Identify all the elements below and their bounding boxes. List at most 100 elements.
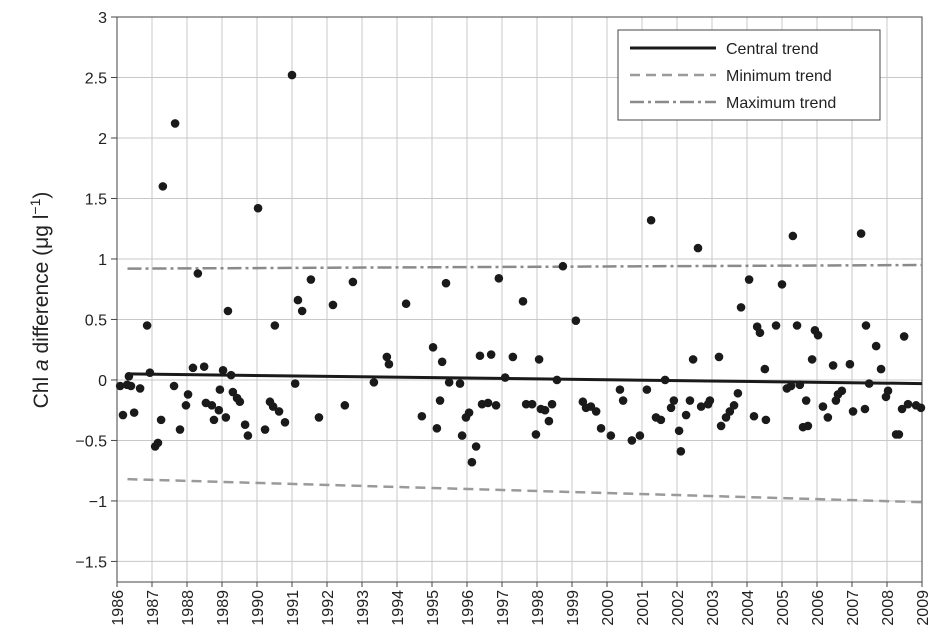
x-tick-label: 1989 bbox=[215, 590, 232, 626]
y-tick-label: 2 bbox=[98, 131, 107, 148]
data-point bbox=[253, 203, 263, 213]
x-tick-label: 1988 bbox=[180, 590, 197, 626]
data-point bbox=[736, 303, 746, 312]
data-point bbox=[290, 379, 300, 388]
data-point bbox=[268, 402, 278, 411]
data-point bbox=[175, 425, 185, 434]
data-point bbox=[871, 341, 881, 351]
data-point bbox=[145, 368, 155, 377]
data-point bbox=[705, 396, 715, 405]
data-point bbox=[183, 390, 193, 399]
y-tick-label: −1 bbox=[89, 494, 107, 511]
y-label-part: a bbox=[30, 359, 53, 371]
x-tick-label: 2009 bbox=[915, 590, 932, 626]
data-point bbox=[214, 405, 224, 415]
data-point bbox=[627, 436, 637, 445]
data-point bbox=[209, 415, 219, 425]
data-point bbox=[749, 411, 759, 421]
data-point bbox=[696, 402, 706, 411]
data-point bbox=[635, 431, 645, 440]
data-point bbox=[674, 426, 684, 436]
data-point bbox=[591, 407, 601, 416]
data-point bbox=[729, 401, 739, 410]
data-point bbox=[401, 299, 411, 309]
data-point bbox=[685, 396, 695, 405]
data-point bbox=[270, 321, 280, 330]
x-tick-label: 2006 bbox=[810, 590, 827, 626]
data-point bbox=[540, 405, 550, 415]
data-point bbox=[467, 457, 477, 467]
data-point bbox=[314, 413, 324, 422]
data-point bbox=[435, 396, 445, 405]
data-point bbox=[864, 379, 874, 388]
data-point bbox=[235, 397, 245, 407]
data-point bbox=[500, 373, 510, 382]
x-tick-label: 2002 bbox=[670, 590, 687, 626]
data-point bbox=[126, 381, 136, 391]
x-tick-label: 2007 bbox=[845, 590, 862, 626]
data-point bbox=[760, 364, 770, 374]
legend-label: Maximum trend bbox=[726, 95, 836, 112]
y-tick-label: 1.5 bbox=[85, 191, 107, 208]
x-tick-label: 2000 bbox=[600, 590, 617, 626]
data-point bbox=[243, 431, 253, 440]
data-point bbox=[916, 403, 926, 413]
y-tick-label: 3 bbox=[98, 10, 107, 27]
data-point bbox=[856, 229, 866, 238]
x-tick-label: 2005 bbox=[775, 590, 792, 626]
data-point bbox=[788, 231, 798, 241]
trend-line bbox=[127, 477, 923, 504]
x-tick-label: 1994 bbox=[390, 590, 407, 626]
data-point bbox=[755, 328, 765, 338]
data-point bbox=[803, 421, 813, 431]
data-point bbox=[199, 362, 209, 371]
data-point bbox=[861, 321, 871, 330]
data-point bbox=[837, 386, 847, 396]
data-point bbox=[207, 401, 217, 410]
plot-frame bbox=[116, 16, 923, 583]
y-tick-label: 0 bbox=[98, 373, 107, 390]
data-point bbox=[534, 355, 544, 364]
x-tick-label: 1986 bbox=[110, 590, 127, 626]
data-point bbox=[828, 361, 838, 370]
data-point bbox=[823, 413, 833, 422]
data-point bbox=[437, 357, 447, 367]
data-point bbox=[646, 215, 656, 225]
data-point bbox=[221, 413, 231, 422]
data-point bbox=[156, 415, 166, 425]
data-point bbox=[118, 410, 128, 420]
data-point bbox=[786, 381, 796, 391]
data-point bbox=[471, 442, 481, 451]
data-point bbox=[544, 416, 554, 426]
data-point bbox=[369, 378, 379, 387]
data-point bbox=[714, 352, 724, 362]
data-point bbox=[807, 355, 817, 364]
x-tick-label: 1995 bbox=[425, 590, 442, 626]
x-tick-label: 2004 bbox=[740, 590, 757, 626]
data-point bbox=[518, 297, 528, 306]
x-tick-label: 2001 bbox=[635, 590, 652, 626]
x-tick-label: 1993 bbox=[355, 590, 372, 626]
data-point bbox=[280, 417, 290, 427]
data-point bbox=[531, 430, 541, 439]
x-tick-label: 2008 bbox=[880, 590, 897, 626]
legend-box bbox=[617, 29, 881, 121]
data-point bbox=[777, 280, 787, 289]
data-point bbox=[771, 321, 781, 330]
data-point bbox=[129, 408, 139, 417]
data-point bbox=[845, 359, 855, 369]
data-point bbox=[455, 379, 465, 388]
data-point bbox=[444, 378, 454, 387]
y-axis-label: Chl a difference (μg l−1) bbox=[27, 192, 53, 409]
data-point bbox=[297, 306, 307, 316]
data-point bbox=[170, 119, 180, 128]
y-tick-label: 0.5 bbox=[85, 312, 107, 329]
data-point bbox=[725, 407, 735, 416]
data-point bbox=[306, 275, 316, 284]
data-point bbox=[688, 355, 698, 364]
data-point bbox=[348, 277, 358, 287]
data-point bbox=[188, 363, 198, 373]
data-point bbox=[240, 420, 250, 430]
data-point bbox=[441, 278, 451, 288]
data-point bbox=[558, 261, 568, 271]
